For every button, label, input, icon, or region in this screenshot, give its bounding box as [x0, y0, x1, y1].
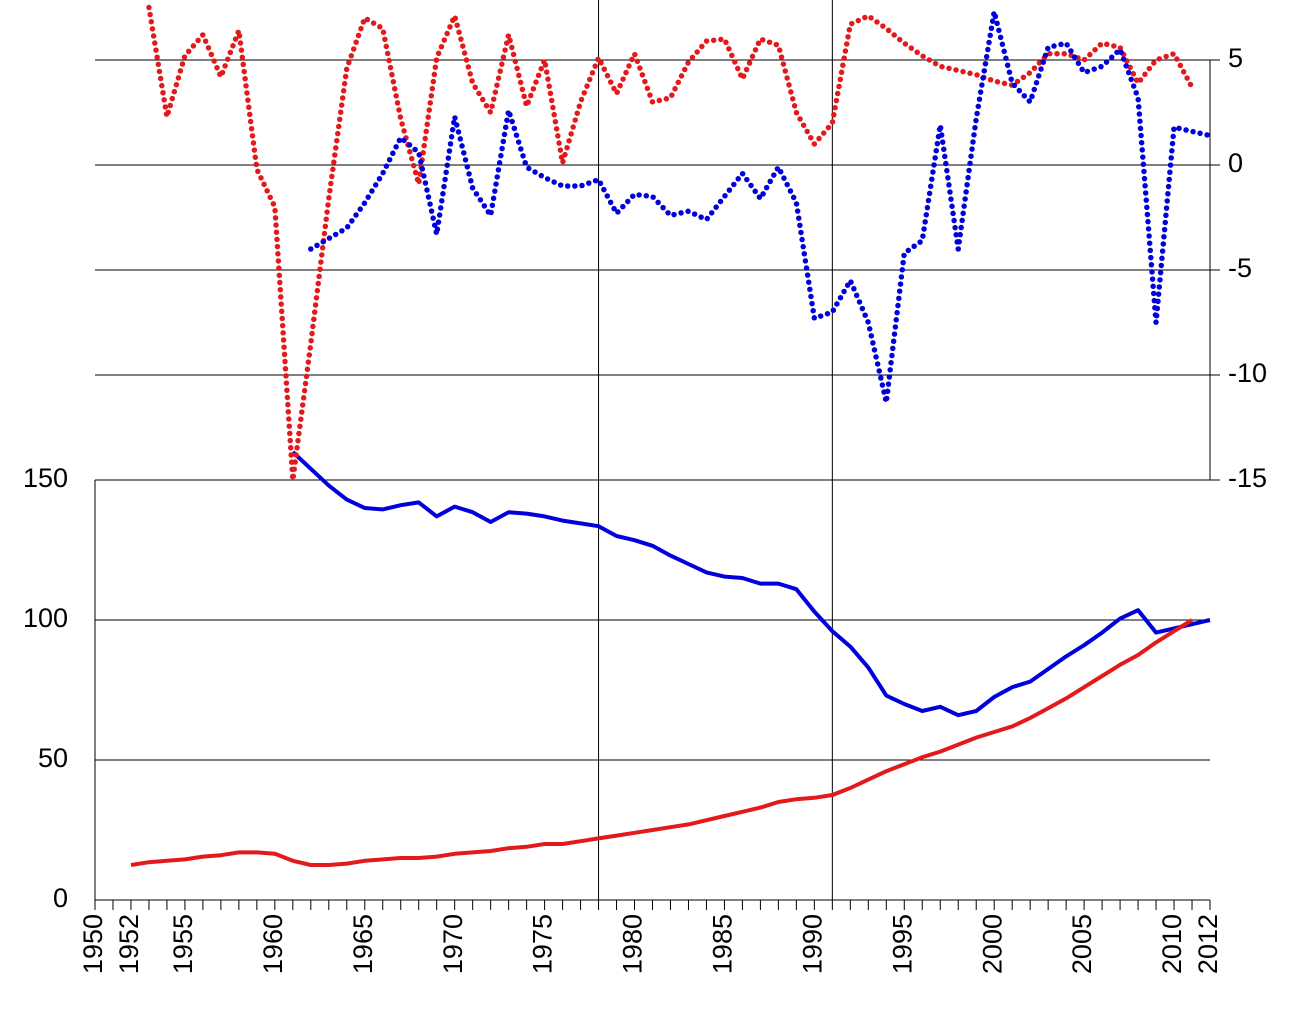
x-tick-label: 1975 — [528, 914, 558, 974]
y2-tick-label: -15 — [1228, 463, 1267, 493]
y-tick-label: 0 — [53, 883, 68, 913]
x-tick-label: 1950 — [78, 914, 108, 974]
x-tick-label: 2010 — [1157, 914, 1187, 974]
x-tick-label: 1985 — [708, 914, 738, 974]
growth-line — [308, 8, 1213, 406]
x-tick-label: 2000 — [977, 914, 1007, 974]
x-tick-label: 1955 — [168, 914, 198, 974]
y2-tick-label: 5 — [1228, 43, 1243, 73]
index-line — [130, 618, 1194, 867]
x-tick-label: 2012 — [1193, 914, 1223, 974]
growth-line — [146, 4, 1195, 483]
x-tick-label: 2005 — [1067, 914, 1097, 974]
y-tick-label: 100 — [23, 603, 68, 633]
y2-tick-label: -5 — [1228, 253, 1252, 283]
y2-tick-label: 0 — [1228, 148, 1243, 178]
y-tick-label: 50 — [38, 743, 68, 773]
x-tick-label: 1995 — [887, 914, 917, 974]
x-tick-label: 1980 — [618, 914, 648, 974]
y-tick-label: 150 — [23, 463, 68, 493]
index-line — [291, 450, 1211, 718]
x-tick-label: 1965 — [348, 914, 378, 974]
y2-tick-label: -10 — [1228, 358, 1267, 388]
x-tick-label: 1952 — [114, 914, 144, 974]
x-tick-label: 1960 — [258, 914, 288, 974]
x-tick-label: 1990 — [797, 914, 827, 974]
x-tick-label: 1970 — [438, 914, 468, 974]
